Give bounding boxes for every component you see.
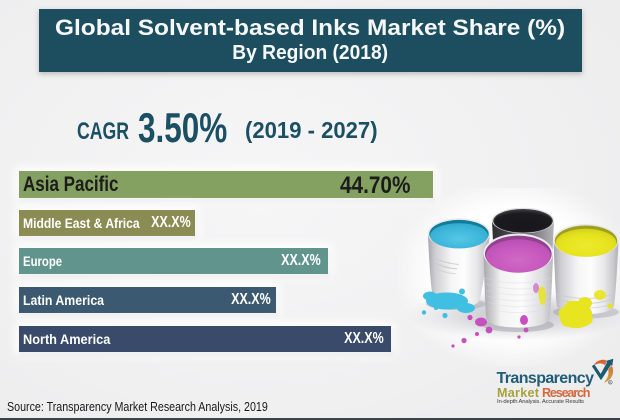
svg-text:In-depth Analysis. Accurate Re: In-depth Analysis. Accurate Results [497, 399, 584, 405]
svg-text:Research: Research [542, 386, 591, 400]
svg-text:R: R [609, 381, 611, 385]
svg-text:Market: Market [497, 386, 540, 400]
svg-text:Transparency: Transparency [497, 370, 595, 387]
